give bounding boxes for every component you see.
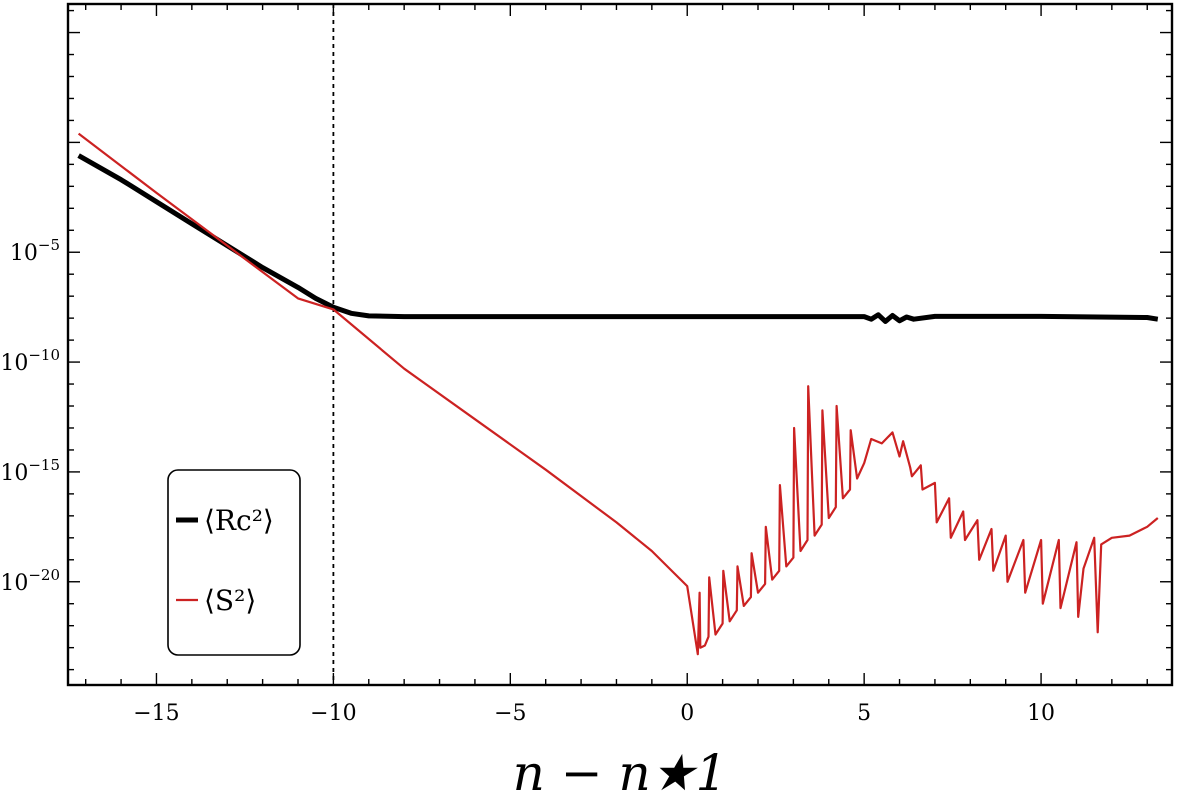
x-axis-label: n − n★1	[513, 744, 728, 802]
x-tick-label: 10	[1027, 701, 1055, 726]
plot-area	[77, 4, 1159, 685]
x-tick-label: 0	[680, 701, 694, 726]
y-tick-label: 10−10	[0, 346, 60, 376]
legend-label-0: ⟨Rc²⟩	[204, 504, 274, 537]
plot-frame	[66, 2, 1174, 687]
legend-label-1: ⟨S²⟩	[204, 584, 256, 617]
x-tick-label: −15	[133, 701, 179, 726]
y-tick-label: 10−20	[0, 566, 60, 596]
legend-box	[167, 469, 301, 656]
x-tick-label: −5	[494, 701, 526, 726]
axis-ticks: −15 −10 −5 0 5 10 10−5 10−10 10−15 10−20	[0, 4, 1172, 726]
legend: ⟨Rc²⟩ ⟨S²⟩	[167, 469, 301, 656]
x-tick-label: 5	[857, 701, 871, 726]
series-line-1	[77, 132, 1159, 656]
y-tick-label: 10−5	[10, 236, 60, 266]
y-tick-label: 10−15	[0, 456, 60, 486]
x-tick-label: −10	[310, 701, 356, 726]
series-line-0	[77, 153, 1159, 324]
